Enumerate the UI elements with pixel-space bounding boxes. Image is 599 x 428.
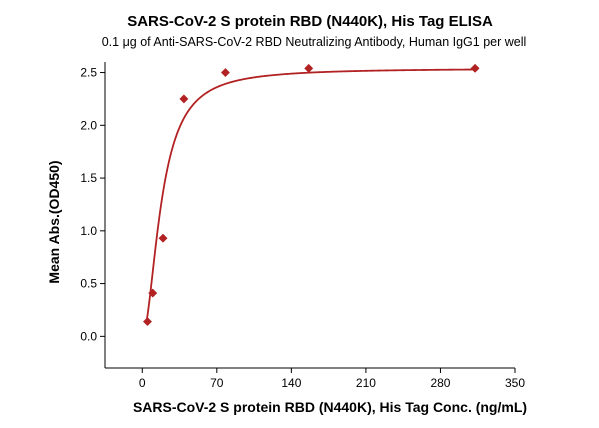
data-point (304, 63, 314, 73)
data-point (158, 233, 168, 243)
y-tick-label: 0.0 (80, 329, 97, 343)
x-tick-label: 350 (505, 376, 525, 390)
x-tick-label: 210 (356, 376, 376, 390)
data-points (142, 63, 480, 327)
x-tick-label: 70 (210, 376, 224, 390)
y-tick-label: 2.5 (80, 66, 97, 80)
x-axis-ticks: 0 70 140 210 280 350 (139, 368, 525, 390)
y-tick-label: 0.5 (80, 277, 97, 291)
y-tick-label: 2.0 (80, 118, 97, 132)
chart-subtitle: 0.1 μg of Anti-SARS-CoV-2 RBD Neutralizi… (102, 35, 527, 49)
y-tick-label: 1.0 (80, 224, 97, 238)
fit-curve (145, 68, 478, 322)
data-point (470, 63, 480, 73)
data-point (142, 317, 153, 327)
axes (104, 62, 515, 369)
x-tick-label: 280 (430, 376, 450, 390)
fit-curve-line (145, 68, 478, 322)
data-point (220, 67, 230, 78)
y-axis-label: Mean Abs.(OD450) (46, 160, 62, 283)
x-tick-label: 140 (281, 376, 301, 390)
data-point (148, 288, 158, 298)
y-tick-label: 1.5 (80, 171, 97, 185)
chart-title: SARS-CoV-2 S protein RBD (N440K), His Ta… (127, 13, 493, 30)
x-tick-label: 0 (139, 376, 146, 390)
y-axis-ticks: 0.0 0.5 1.0 1.5 2.0 2.5 (80, 66, 105, 343)
data-point (179, 94, 189, 104)
x-axis-label: SARS-CoV-2 S protein RBD (N440K), His Ta… (133, 399, 527, 415)
